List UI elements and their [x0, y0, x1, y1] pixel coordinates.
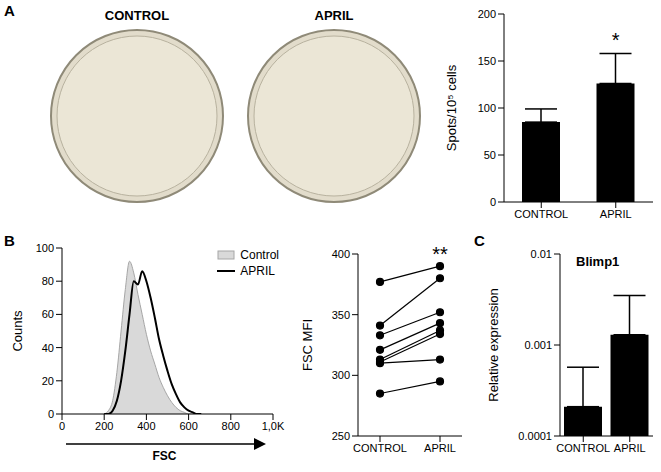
svg-text:*: *	[612, 29, 620, 51]
html-text:B: B	[4, 232, 15, 249]
svg-text:0.001: 0.001	[524, 339, 552, 351]
html-text:APRIL: APRIL	[240, 264, 275, 278]
svg-text:Counts: Counts	[10, 310, 25, 352]
svg-text:CONTROL: CONTROL	[556, 442, 610, 454]
html-text:A: A	[4, 2, 15, 19]
html-text:Blimp1: Blimp1	[576, 254, 620, 269]
html-text:Control: Control	[240, 248, 279, 262]
svg-text:APRIL: APRIL	[600, 208, 632, 220]
svg-text:0: 0	[59, 420, 65, 432]
svg-text:60: 60	[42, 308, 54, 320]
svg-text:300: 300	[332, 369, 350, 381]
svg-text:0.0001: 0.0001	[518, 430, 552, 442]
svg-text:0.01: 0.01	[531, 248, 552, 260]
svg-text:800: 800	[222, 420, 240, 432]
svg-text:Spots/10⁵ cells: Spots/10⁵ cells	[444, 64, 459, 151]
svg-text:CONTROL: CONTROL	[353, 442, 407, 454]
svg-text:1,0K: 1,0K	[262, 420, 285, 432]
svg-text:APRIL: APRIL	[614, 442, 646, 454]
svg-text:**: **	[432, 243, 448, 265]
svg-text:400: 400	[332, 248, 350, 260]
svg-text:50: 50	[484, 149, 496, 161]
svg-text:0: 0	[490, 196, 496, 208]
svg-text:0: 0	[48, 408, 54, 420]
svg-text:FSC: FSC	[153, 449, 177, 463]
svg-text:40: 40	[42, 342, 54, 354]
svg-text:200: 200	[95, 420, 113, 432]
svg-text:APRIL: APRIL	[424, 442, 456, 454]
svg-text:350: 350	[332, 309, 350, 321]
svg-text:20: 20	[42, 375, 54, 387]
svg-text:Relative expression: Relative expression	[486, 288, 501, 401]
html-text:C: C	[474, 232, 485, 249]
svg-text:APRIL: APRIL	[315, 8, 354, 23]
svg-text:FSC MFI: FSC MFI	[300, 319, 315, 371]
svg-text:200: 200	[478, 8, 496, 20]
svg-text:100: 100	[478, 102, 496, 114]
svg-text:CONTROL: CONTROL	[105, 8, 169, 23]
svg-text:CONTROL: CONTROL	[514, 208, 568, 220]
svg-text:150: 150	[478, 55, 496, 67]
svg-text:100: 100	[36, 242, 54, 254]
svg-text:400: 400	[137, 420, 155, 432]
svg-text:600: 600	[179, 420, 197, 432]
svg-text:250: 250	[332, 430, 350, 442]
svg-text:80: 80	[42, 275, 54, 287]
